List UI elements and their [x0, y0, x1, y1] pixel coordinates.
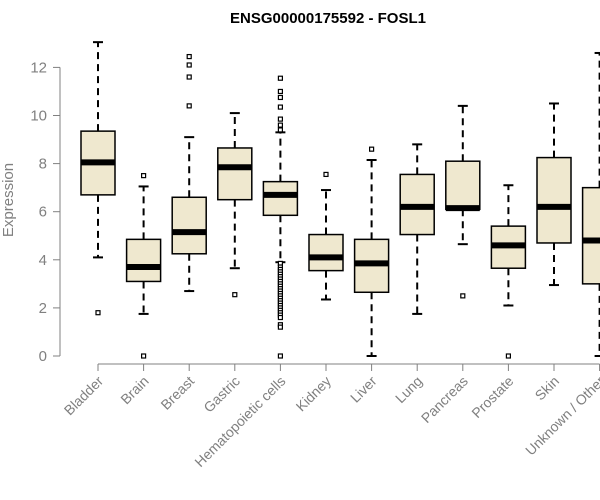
box-group	[308, 171, 344, 301]
outlier-point	[277, 116, 283, 122]
x-tick-label: Hematopoietic cells	[191, 373, 288, 470]
y-tick-label: 6	[39, 204, 47, 221]
y-tick-label: 4	[39, 252, 47, 269]
iqr-box	[581, 186, 600, 285]
y-tick-label: 0	[39, 348, 47, 365]
iqr-box	[217, 147, 253, 201]
x-tick-label: Breast	[157, 373, 197, 413]
outlier-point	[186, 74, 192, 80]
outlier-point	[186, 62, 192, 68]
box-group	[445, 104, 481, 299]
box-group	[125, 173, 162, 359]
x-tick-label: Lung	[392, 373, 425, 406]
box-group	[536, 102, 572, 287]
x-tick-label: Pancreas	[418, 373, 471, 426]
y-tick-label: 8	[39, 156, 47, 173]
box-group	[217, 112, 253, 298]
iqr-box	[536, 156, 572, 244]
y-tick-label: 2	[39, 300, 47, 317]
outlier-point	[277, 122, 283, 128]
iqr-box	[445, 160, 481, 211]
box-group	[171, 53, 207, 293]
x-tick-label: Brain	[117, 373, 151, 407]
box-group	[490, 184, 527, 359]
outlier-point	[186, 53, 192, 60]
x-tick-label: Prostate	[468, 373, 516, 421]
outlier-point	[277, 324, 283, 330]
iqr-box	[262, 180, 299, 217]
y-tick-label: 12	[30, 59, 47, 76]
x-tick-label: Unknown / Other	[522, 373, 600, 459]
iqr-box	[125, 238, 162, 283]
outlier-point	[277, 75, 283, 81]
box-group	[80, 41, 116, 316]
box-group	[399, 143, 435, 315]
y-axis-label: Expression	[0, 163, 17, 237]
outlier-point	[369, 146, 375, 152]
outlier-point	[277, 314, 283, 321]
x-tick-label: Liver	[347, 373, 380, 406]
y-axis: 0 2 4 6 8 10 12	[30, 59, 61, 365]
outlier-point	[277, 353, 283, 359]
outlier-point	[277, 88, 283, 95]
outlier-point	[141, 173, 147, 179]
x-tick-label: Kidney	[293, 373, 335, 415]
outlier-point	[277, 104, 283, 110]
outlier-point	[232, 292, 238, 298]
box-group	[353, 146, 390, 357]
outlier-point	[186, 103, 192, 109]
outlier-point	[505, 353, 511, 359]
outlier-point	[460, 293, 466, 299]
outlier-point	[95, 310, 101, 316]
box-group	[262, 75, 299, 359]
x-tick-label: Bladder	[61, 373, 107, 419]
iqr-box	[308, 233, 344, 272]
x-tick-label: Skin	[532, 373, 563, 404]
boxes-layer	[80, 41, 600, 359]
x-tick-label: Gastric	[200, 373, 243, 416]
box-group	[581, 51, 600, 357]
chart-title: ENSG00000175592 - FOSL1	[230, 10, 426, 27]
iqr-box	[171, 196, 207, 255]
outlier-point	[277, 94, 283, 101]
outlier-point	[323, 171, 329, 178]
y-tick-label: 10	[30, 108, 47, 125]
outlier-point	[277, 127, 283, 133]
outlier-point	[141, 353, 147, 359]
